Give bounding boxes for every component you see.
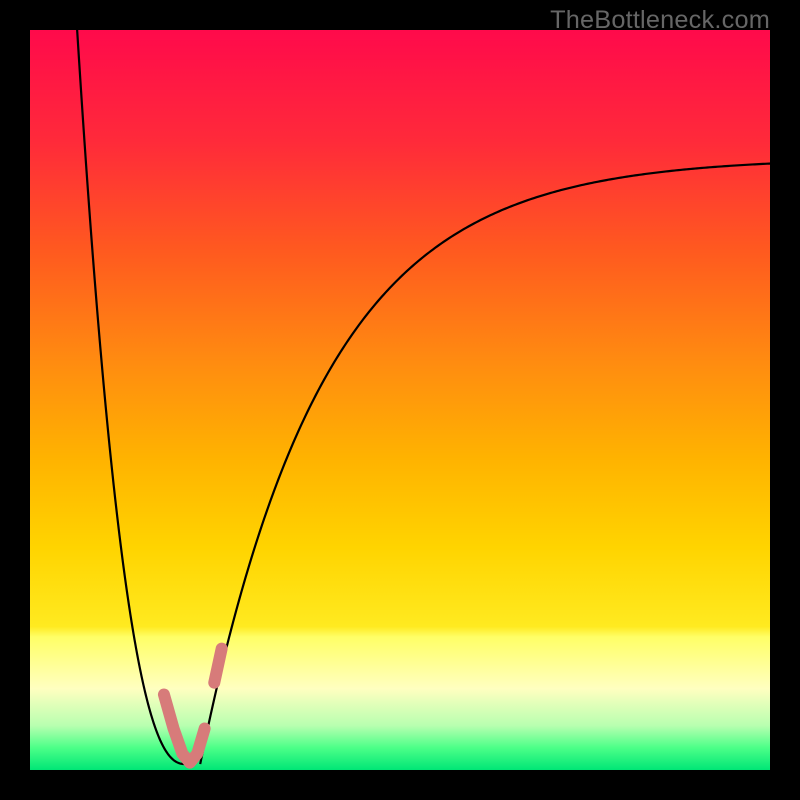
watermark-text: TheBottleneck.com xyxy=(550,6,770,35)
curve-left-branch xyxy=(74,0,185,764)
salmon-marker-1 xyxy=(214,649,221,683)
plot-svg xyxy=(30,30,770,770)
salmon-marker-0 xyxy=(164,695,205,763)
stage: TheBottleneck.com xyxy=(0,0,800,800)
curve-right-branch xyxy=(200,163,777,764)
